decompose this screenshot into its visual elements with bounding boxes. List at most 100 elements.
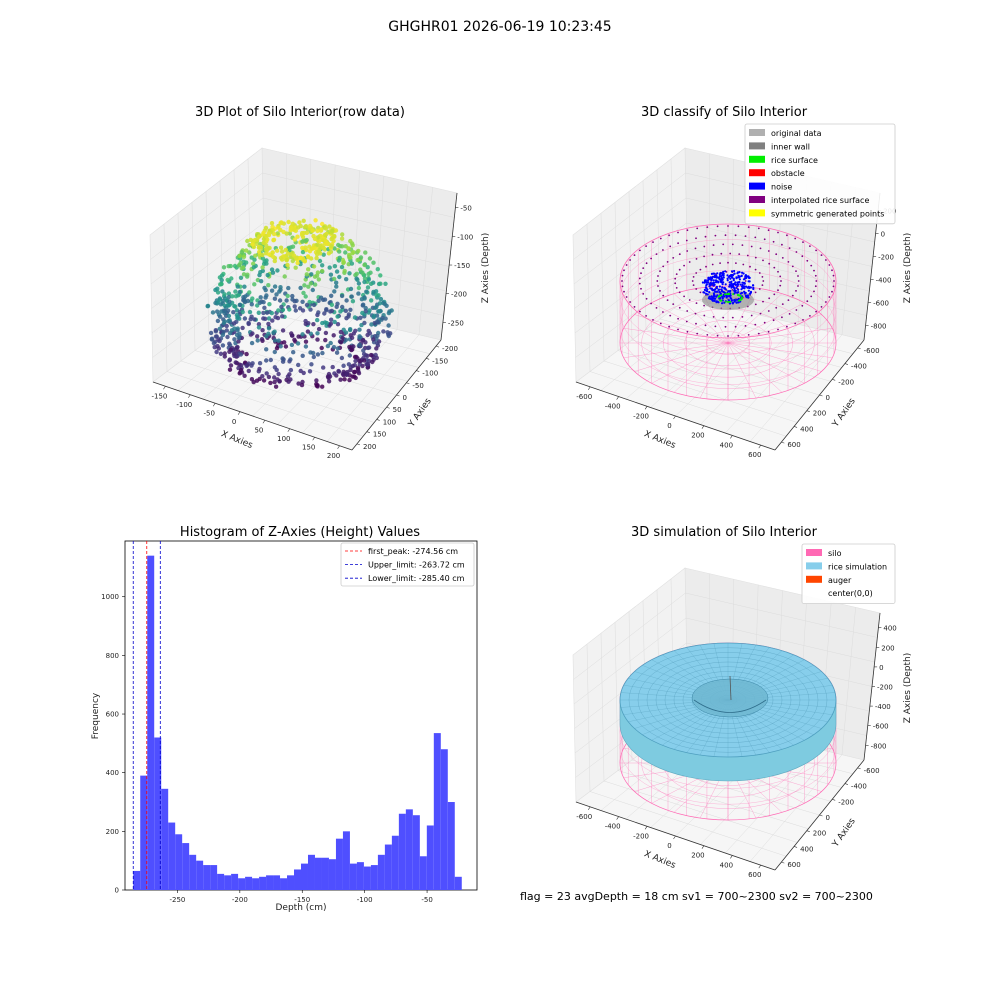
scatter-point — [326, 379, 332, 384]
scatter-point — [329, 230, 334, 235]
noise-point — [726, 279, 729, 282]
scatter-point — [306, 267, 311, 272]
scatter-point — [357, 327, 362, 332]
scatter-point — [340, 232, 345, 237]
x-tick — [237, 411, 241, 415]
legend-entry-label: inner wall — [771, 142, 810, 151]
scatter-point — [332, 289, 337, 294]
interpolated-point — [692, 284, 695, 286]
x-tick-label: 600 — [748, 871, 761, 879]
y-tick-label: 200 — [813, 830, 826, 838]
grid-line — [685, 592, 878, 638]
interpolated-point — [662, 249, 664, 251]
scatter-point — [233, 289, 238, 294]
scatter-point — [296, 362, 301, 368]
noise-point — [733, 289, 736, 292]
interpolated-point — [677, 242, 679, 245]
x-tick — [730, 435, 733, 439]
interpolated-point — [787, 299, 790, 301]
noise-point — [742, 278, 746, 281]
scatter-point — [368, 281, 374, 286]
interpolated-point — [650, 257, 652, 260]
scatter-point — [354, 271, 359, 276]
y-tick-label: -200 — [838, 378, 854, 386]
scatter-point — [375, 267, 380, 272]
scatter-point — [338, 309, 343, 314]
scatter-point — [316, 249, 321, 254]
scatter-point — [272, 284, 278, 289]
histogram-bar — [154, 737, 162, 890]
scatter-point — [334, 304, 339, 309]
interpolated-point — [788, 313, 791, 315]
interpolated-point — [695, 258, 698, 260]
grid-line — [573, 197, 687, 285]
scatter-point — [263, 225, 269, 231]
grid-line — [264, 272, 444, 316]
scatter-point — [347, 353, 352, 358]
interpolated-point — [685, 239, 688, 242]
y-tick-label: 400 — [800, 845, 813, 853]
interpolated-point — [738, 253, 741, 256]
y-tick — [426, 358, 430, 360]
interpolated-point — [685, 320, 688, 323]
scatter-point — [249, 302, 254, 307]
scatter-point — [216, 346, 221, 351]
scatter-point — [290, 333, 295, 338]
scatter-point — [219, 273, 225, 278]
scatter-point — [231, 321, 237, 326]
interpolated-point — [645, 315, 647, 317]
interpolated-point — [741, 316, 744, 318]
x-tick-label: 100 — [277, 435, 290, 443]
interpolated-point — [744, 280, 747, 282]
scatter-point — [222, 351, 227, 356]
interpolated-point — [674, 282, 677, 285]
scatter-point — [335, 314, 340, 319]
scatter-point — [292, 237, 298, 242]
noise-point — [722, 272, 725, 275]
noise-point — [733, 272, 736, 275]
legend-swatch — [749, 142, 765, 150]
y-tick-label: 0 — [826, 394, 830, 402]
noise-point — [728, 281, 731, 284]
interpolated-point — [706, 334, 709, 336]
scatter-point — [249, 255, 254, 260]
legend-swatch — [749, 196, 765, 203]
scatter-point — [224, 323, 229, 329]
scatter-point — [269, 267, 275, 272]
scatter-point — [225, 334, 230, 340]
scatter-point — [316, 326, 322, 332]
interpolated-point — [674, 277, 677, 280]
noise-point — [738, 275, 742, 278]
interpolated-point — [638, 282, 641, 285]
y-tick — [781, 861, 785, 864]
interpolated-point — [655, 253, 658, 256]
scatter-point — [295, 234, 300, 239]
scatter-point — [329, 236, 334, 242]
scatter-point — [270, 224, 275, 230]
scatter-point — [264, 310, 270, 315]
x-tick-label: -600 — [576, 813, 592, 821]
y-tick — [819, 814, 823, 817]
interpolated-point — [754, 256, 757, 259]
interpolated-point — [714, 325, 717, 328]
noise-point — [715, 287, 719, 290]
scatter-point — [375, 333, 380, 338]
scatter-point — [272, 349, 277, 355]
interpolated-point — [678, 291, 681, 294]
noise-point — [730, 297, 733, 300]
scatter-point — [211, 340, 217, 346]
interpolated-point — [705, 265, 707, 268]
noise-point — [727, 299, 730, 302]
scatter-point — [242, 284, 247, 289]
scatter-point — [334, 284, 339, 289]
interpolated-point — [731, 316, 734, 319]
interpolated-point — [659, 322, 662, 325]
noise-point — [721, 290, 724, 293]
interpolated-point — [750, 245, 753, 248]
interpolated-point — [695, 302, 698, 304]
scatter-point — [235, 284, 240, 289]
scatter-point — [273, 384, 279, 389]
y-tick — [793, 426, 798, 428]
scatter-point — [373, 305, 378, 310]
scatter-point — [257, 366, 262, 372]
